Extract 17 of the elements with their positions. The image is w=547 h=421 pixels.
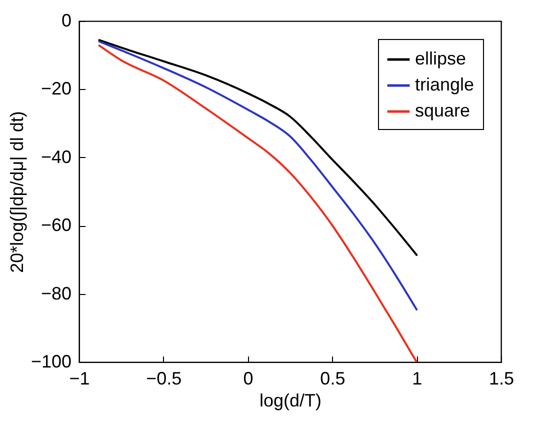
y-tick-label: −100 [30,352,72,372]
x-tick-label: 0.5 [320,368,346,388]
y-axis-title: 20*log(∫|dp/dμ| dl dt) [6,111,27,273]
x-axis-title: log(d/T) [259,390,322,410]
x-tick-label: 1 [412,368,422,388]
y-tick-label: −60 [40,215,72,236]
x-tick-label: 0 [243,368,254,388]
x-tick-label: 1.5 [488,368,514,388]
y-tick-label: −40 [40,146,72,167]
legend-label: triangle [415,74,474,94]
x-tick-label: −1 [69,368,90,388]
legend-label: square [415,100,470,120]
y-tick-label: 0 [61,10,72,30]
legend-label: ellipse [415,48,466,68]
y-tick-label: −80 [40,283,72,304]
y-tick-label: −20 [40,78,72,99]
x-tick-label: −0.5 [146,368,182,388]
